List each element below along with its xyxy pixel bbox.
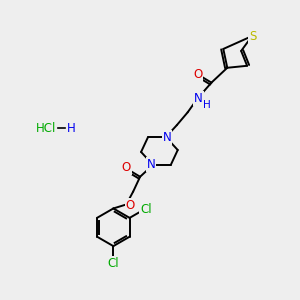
Text: N: N (147, 158, 155, 171)
Text: N: N (163, 130, 171, 144)
Text: H: H (67, 122, 76, 135)
Text: S: S (249, 30, 257, 43)
Text: Cl: Cl (107, 257, 119, 270)
Text: O: O (122, 161, 131, 174)
Text: Cl: Cl (140, 203, 152, 216)
Text: O: O (126, 199, 135, 212)
Text: HCl: HCl (36, 122, 56, 135)
Text: O: O (193, 68, 202, 81)
Text: N: N (194, 92, 203, 105)
Text: H: H (202, 100, 210, 110)
